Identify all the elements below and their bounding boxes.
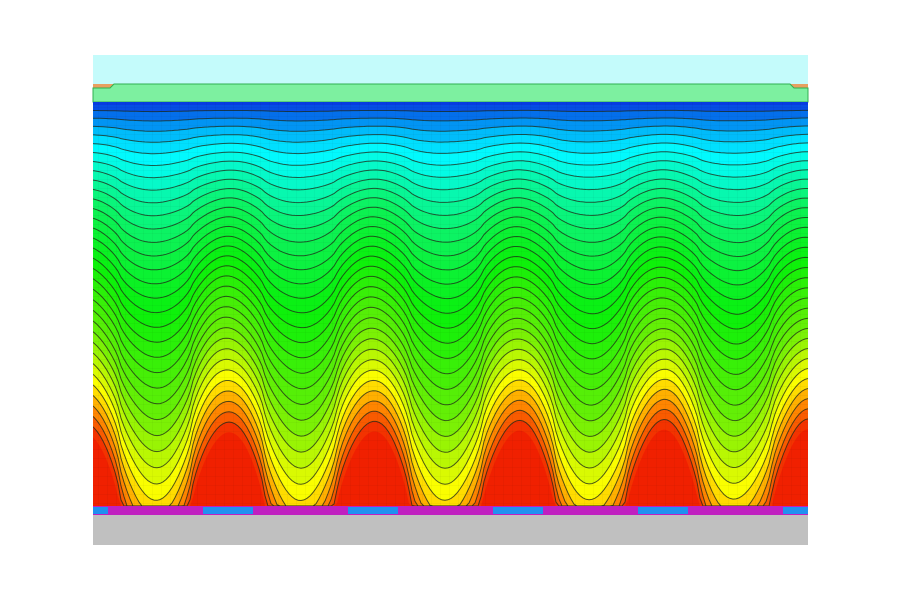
top-layer xyxy=(93,55,808,85)
mesh-grid xyxy=(93,102,808,506)
electrode xyxy=(348,507,398,514)
passivation-layer xyxy=(92,83,809,103)
electrode xyxy=(93,507,108,514)
electrode xyxy=(493,507,543,514)
electrode xyxy=(783,507,808,514)
electrode xyxy=(638,507,688,514)
electrode-strip xyxy=(93,506,808,515)
strip-base xyxy=(93,506,808,515)
electrode xyxy=(203,507,253,514)
substrate xyxy=(93,515,808,545)
